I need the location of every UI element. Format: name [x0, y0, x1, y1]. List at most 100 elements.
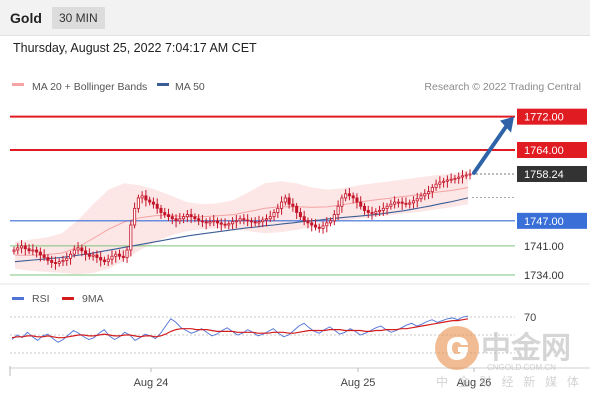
candle-body	[385, 205, 389, 209]
candle-body	[200, 220, 204, 223]
candle-body	[283, 197, 287, 203]
ma50-line	[14, 197, 469, 263]
candle-body	[264, 218, 269, 221]
candle-body	[253, 221, 257, 224]
ma9-legend-swatch	[62, 297, 74, 300]
candle-body	[351, 195, 355, 199]
candle-body	[344, 193, 348, 199]
candle-body	[68, 253, 73, 259]
candle-body	[170, 216, 174, 220]
candle-body	[242, 218, 246, 221]
x-tick-label: Aug 26	[457, 377, 492, 389]
pivot-label: 1747.00	[524, 216, 564, 228]
watermark: 中金网 CNGOLD.COM.CN 中 金 财 经 新 媒 体	[435, 326, 579, 389]
candle-body	[61, 260, 65, 263]
candle-body	[95, 254, 99, 258]
candle-body	[148, 199, 152, 203]
candle-body	[457, 176, 461, 179]
candle-body	[419, 195, 423, 200]
candle-body	[464, 174, 468, 177]
candle-body	[227, 223, 231, 226]
candle-body	[347, 193, 351, 197]
candle-body	[53, 262, 57, 264]
candle-body	[287, 197, 291, 205]
candle-body	[400, 201, 404, 204]
candle-body	[298, 212, 302, 218]
pivot-label-box	[517, 212, 587, 229]
timeframe-badge[interactable]: 30 MIN	[52, 7, 105, 29]
candle-body	[189, 214, 193, 218]
projection-arrowhead	[500, 116, 514, 133]
candle-body	[355, 197, 359, 203]
candle-body	[336, 205, 340, 215]
candle-body	[268, 216, 272, 220]
candle-body	[362, 205, 367, 211]
candle-body	[174, 218, 178, 222]
candle-body	[72, 249, 76, 255]
candle-body	[378, 210, 382, 213]
moving-averages	[14, 197, 469, 263]
candle-body	[366, 210, 370, 213]
candle-body	[91, 254, 95, 257]
resistance-label: 1764.00	[524, 145, 564, 157]
candle-body	[261, 219, 265, 223]
candle-body	[434, 183, 438, 188]
candle-body	[370, 212, 374, 214]
candle-body	[306, 220, 310, 224]
candle-body	[42, 254, 46, 258]
rsi-legend-swatch	[12, 297, 24, 300]
projection-arrow	[472, 116, 514, 175]
candle-body	[415, 198, 419, 202]
candle-body	[16, 247, 20, 251]
candle-body	[321, 225, 325, 229]
candle-body	[23, 245, 27, 250]
candle-body	[453, 177, 457, 180]
candle-body	[197, 218, 201, 222]
candle-body	[332, 214, 336, 222]
candle-body	[276, 207, 280, 213]
candle-body	[144, 195, 148, 201]
current-price-label: 1758.24	[524, 169, 564, 181]
candle-body	[411, 200, 416, 204]
watermark-domain: CNGOLD.COM.CN	[487, 363, 556, 372]
candle-body	[136, 197, 140, 209]
candle-body	[359, 201, 363, 207]
candle-body	[27, 248, 31, 252]
candle-body	[76, 247, 80, 251]
candle-body	[317, 226, 321, 229]
watermark-cn-title: 中金网	[481, 331, 571, 366]
projection-arrow-shaft	[472, 124, 508, 175]
candle-body	[57, 261, 61, 264]
candle-body	[38, 251, 42, 256]
candle-body	[393, 201, 397, 205]
candle-body	[430, 187, 434, 193]
candle-body	[246, 219, 250, 222]
support-label: 1734.00	[524, 270, 564, 282]
watermark-logo-mark	[447, 337, 468, 360]
candle-body	[178, 218, 182, 222]
candle-body	[114, 253, 118, 257]
candle-body	[389, 203, 393, 207]
candle-body	[155, 203, 159, 209]
candle-body	[223, 223, 227, 226]
watermark-logo-icon	[435, 326, 479, 370]
candle-body	[159, 207, 163, 213]
candle-body	[12, 249, 16, 252]
candle-body	[208, 221, 212, 224]
candle-body	[185, 214, 189, 218]
candle-body	[449, 178, 453, 181]
candle-body	[80, 247, 84, 252]
candle-body	[117, 253, 122, 257]
candle-body	[110, 255, 114, 260]
bollinger-band	[15, 170, 469, 275]
bollinger-legend-label: MA 20 + Bollinger Bands	[32, 81, 147, 93]
candle-body	[396, 201, 400, 204]
candle-body	[468, 173, 472, 176]
x-tick-label: Aug 24	[134, 377, 169, 389]
rsi-legend-label: RSI	[32, 293, 50, 305]
candle-body	[302, 216, 306, 222]
asset-title: Gold	[10, 10, 42, 26]
candle-body	[295, 205, 299, 213]
candle-body	[231, 221, 235, 225]
